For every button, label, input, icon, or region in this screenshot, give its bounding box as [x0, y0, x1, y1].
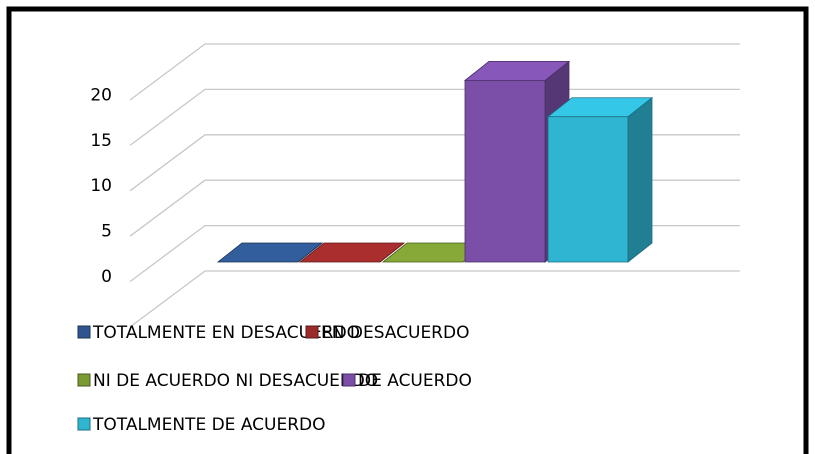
y-tick-label: 20 [90, 85, 112, 105]
bar [216, 242, 324, 263]
y-tick-label: 5 [101, 222, 112, 242]
legend-swatch [77, 373, 91, 387]
wall-edge [129, 43, 740, 101]
bar-face [547, 116, 629, 263]
y-tick-label: 15 [90, 131, 112, 151]
bar-face [298, 242, 406, 263]
y-tick-label: 10 [90, 176, 112, 196]
legend-label: EN DESACUERDO [321, 323, 469, 343]
bar-face [464, 80, 546, 263]
bar [298, 242, 406, 263]
frame [6, 6, 809, 454]
legend-label: DE ACUERDO [358, 371, 472, 391]
bar-face [627, 96, 653, 263]
legend-swatch [77, 325, 91, 339]
y-tick-label: 0 [101, 267, 112, 287]
bar [546, 96, 654, 263]
legend-label: TOTALMENTE EN DESACUERDO [92, 323, 360, 343]
legend-swatch [305, 325, 319, 339]
bar-face [216, 242, 324, 263]
grid-line [129, 270, 740, 328]
legend-label: NI DE ACUERDO NI DESACUERDO [93, 371, 378, 391]
legend-swatch [342, 373, 356, 387]
legend-swatch [77, 417, 91, 431]
legend-label: TOTALMENTE DE ACUERDO [92, 415, 326, 435]
